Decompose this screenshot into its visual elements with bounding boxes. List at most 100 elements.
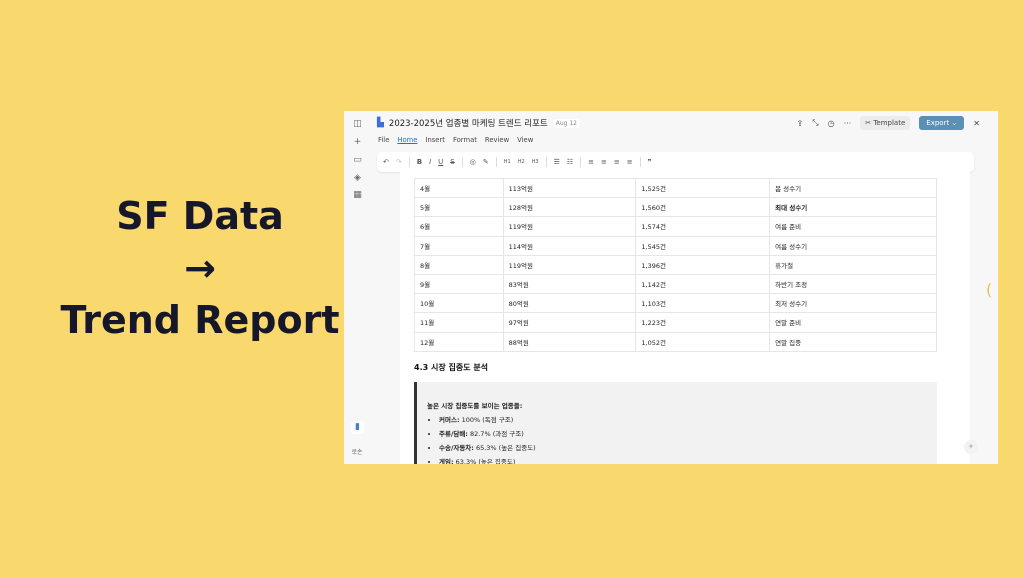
undo-icon[interactable]: ↶ <box>383 158 389 166</box>
table-cell: 12월 <box>414 331 504 352</box>
table-cell: 1,396건 <box>635 254 771 275</box>
item-key: 주류/담배: <box>439 430 468 438</box>
strike-icon[interactable]: S <box>450 158 455 166</box>
item-key: 게임: <box>439 458 454 464</box>
numbered-list-icon[interactable]: ☷ <box>566 158 574 166</box>
item-value: 100% (독점 구조) <box>459 416 514 424</box>
table-row: 7월 114억원 1,545건 여름 성수기 <box>414 235 937 256</box>
table-cell: 8월 <box>414 254 504 275</box>
menu-review[interactable]: Review <box>484 136 510 144</box>
h3-icon[interactable]: H3 <box>531 159 539 165</box>
table-cell: 1,560건 <box>635 197 771 218</box>
table-cell: 113억원 <box>502 177 637 199</box>
list-item: 주류/담배: 82.7% (과점 구조) <box>439 428 927 438</box>
history-icon[interactable]: ◷ <box>827 118 835 128</box>
align-center-icon[interactable]: ≡ <box>601 158 607 166</box>
doc-title-bar: ▙ 2023-2025년 업종별 마케팅 트렌드 리포트 Aug 12 <box>377 117 580 129</box>
table-cell: 1,223건 <box>635 312 771 333</box>
table-cell: 7월 <box>414 235 504 256</box>
table-row: 11월 97억원 1,223건 연말 준비 <box>414 312 937 333</box>
item-value: 63.3% (높은 집중도) <box>453 458 516 464</box>
header-actions: ⇪ ⤡ ◷ ··· ✂ Template Export ⌄ ✕ <box>796 116 980 130</box>
underline-icon[interactable]: U <box>438 158 444 166</box>
menu-view[interactable]: View <box>517 136 534 144</box>
table-cell: 83억원 <box>502 273 637 295</box>
table-cell: 128억원 <box>502 197 637 218</box>
align-left-icon[interactable]: ≡ <box>588 158 595 166</box>
apps-icon[interactable]: ▦ <box>353 190 362 200</box>
bullet-list-icon[interactable]: ☰ <box>553 158 560 166</box>
arrow-icon: → <box>184 246 216 290</box>
table-cell: 4월 <box>414 177 504 199</box>
section-heading: 4.3 시장 집중도 분석 <box>414 363 489 372</box>
template-button[interactable]: ✂ Template <box>860 116 911 130</box>
menu-format[interactable]: Format <box>452 136 477 144</box>
item-value: 65.3% (높은 집중도) <box>473 444 536 452</box>
user-label[interactable]: 로손 <box>351 449 363 456</box>
layers-icon[interactable]: ◈ <box>354 173 361 183</box>
highlight-icon[interactable]: ✎ <box>482 158 489 166</box>
list-item: 커머스: 100% (독점 구조) <box>439 414 927 424</box>
panel-toggle-icon[interactable]: ( <box>986 280 993 299</box>
table-cell: 114억원 <box>502 235 637 256</box>
table-cell: 10월 <box>414 293 504 314</box>
table-cell: 1,545건 <box>635 235 771 256</box>
justify-icon[interactable]: ≡ <box>626 158 633 166</box>
table-cell: 80억원 <box>502 293 637 314</box>
table-cell: 최대 성수기 <box>769 197 937 218</box>
monthly-table: 4월 113억원 1,525건 봄 성수기 5월 128억원 1,560건 최대 성수기 6월 1… <box>414 177 937 352</box>
table-cell: 하반기 조정 <box>769 273 937 295</box>
doc-title[interactable]: 2023-2025년 업종별 마케팅 트렌드 리포트 <box>388 119 548 129</box>
menu-insert[interactable]: Insert <box>425 136 445 144</box>
table-cell: 119억원 <box>502 254 637 275</box>
plus-icon[interactable]: + <box>353 137 362 147</box>
app-window: ◫ + ▭ ◈ ▦ ▮ 로손 ▙ 2023-2025년 업종별 마케팅 트렌드 … <box>344 111 998 464</box>
share-icon[interactable]: ⇪ <box>796 118 804 128</box>
app-icon[interactable]: ▮ <box>351 421 364 434</box>
menu-home[interactable]: Home <box>397 136 418 144</box>
template-label: Template <box>873 119 906 127</box>
italic-icon[interactable]: I <box>429 158 432 166</box>
table-cell: 119억원 <box>502 216 637 237</box>
table-cell: 최저 성수기 <box>769 293 937 314</box>
item-key: 커머스: <box>439 416 460 424</box>
hero-line2: Trend Report <box>60 298 340 342</box>
close-icon[interactable]: ✕ <box>973 118 980 128</box>
table-cell: 88억원 <box>502 331 637 352</box>
redo-icon[interactable]: ↷ <box>395 158 402 166</box>
item-key: 수송/자동차: <box>439 444 474 452</box>
table-cell: 11월 <box>414 312 504 333</box>
table-row: 6월 119억원 1,574건 여름 준비 <box>414 216 937 237</box>
table-cell: 1,574건 <box>635 216 771 237</box>
table-cell: 1,052건 <box>635 331 771 352</box>
color-icon[interactable]: ◎ <box>469 158 476 166</box>
bold-icon[interactable]: B <box>416 158 423 166</box>
table-cell: 9월 <box>414 273 504 295</box>
table-cell: 97억원 <box>502 312 637 333</box>
more-icon[interactable]: ··· <box>843 118 852 128</box>
align-right-icon[interactable]: ≡ <box>613 158 620 166</box>
item-value: 82.7% (과점 구조) <box>467 430 524 438</box>
sidebar-toggle-icon[interactable]: ◫ <box>353 119 362 129</box>
collapse-icon[interactable]: ⤡ <box>812 118 819 127</box>
hero-text: SF Data → Trend Report <box>40 190 360 346</box>
folder-icon[interactable]: ▭ <box>353 155 362 165</box>
document-icon: ▙ <box>377 118 384 128</box>
document-page: 4월 113억원 1,525건 봄 성수기 5월 128억원 1,560건 최대 성수기 6월 1… <box>400 172 970 464</box>
table-cell: 5월 <box>414 197 504 218</box>
table-row: 4월 113억원 1,525건 봄 성수기 <box>414 177 937 199</box>
table-row: 5월 128억원 1,560건 최대 성수기 <box>414 197 937 218</box>
h2-icon[interactable]: H2 <box>517 159 525 165</box>
menu-file[interactable]: File <box>378 136 390 144</box>
h1-icon[interactable]: H1 <box>503 159 511 165</box>
table-cell: 1,103건 <box>635 293 771 314</box>
ai-assist-icon[interactable]: ✦ <box>964 440 978 454</box>
table-cell: 봄 성수기 <box>769 177 937 199</box>
hero-line1: SF Data <box>116 194 284 238</box>
table-cell: 연말 준비 <box>769 312 937 333</box>
table-cell: 1,142건 <box>635 273 771 295</box>
quote-icon[interactable]: ❞ <box>647 158 652 166</box>
sidebar: ◫ + ▭ ◈ ▦ ▮ 로손 <box>344 111 371 464</box>
export-button[interactable]: Export ⌄ <box>919 116 965 130</box>
